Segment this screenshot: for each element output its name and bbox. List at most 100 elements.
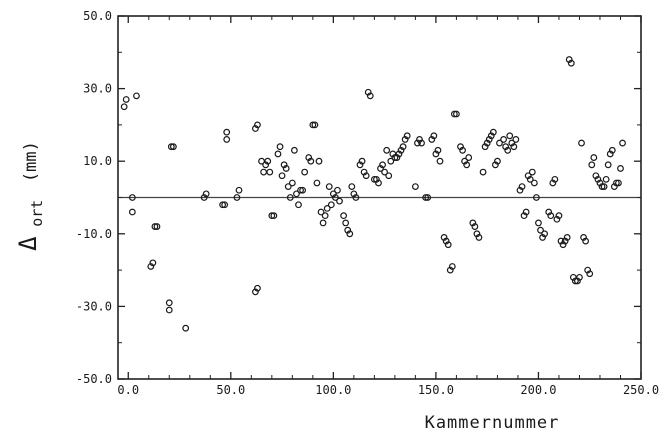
data-point [399, 143, 407, 151]
data-point [537, 226, 544, 234]
data-point [268, 212, 276, 220]
data-point [506, 132, 514, 140]
y-tick-label: 10.0 [83, 154, 112, 168]
data-point [350, 190, 358, 198]
data-point [266, 168, 274, 176]
data-point [362, 172, 370, 180]
data-point [301, 168, 309, 176]
data-point [602, 175, 610, 183]
data-point [600, 183, 608, 191]
data-point [539, 234, 546, 241]
data-point [182, 324, 190, 332]
data-point [549, 179, 557, 187]
data-point [436, 157, 444, 165]
data-point [221, 201, 229, 209]
data-point [469, 219, 477, 227]
data-point [463, 161, 471, 169]
data-point [270, 212, 278, 220]
data-point [311, 121, 319, 129]
data-point [370, 175, 378, 183]
data-point [387, 157, 395, 165]
data-point [608, 146, 616, 154]
data-point [432, 150, 440, 158]
data-point [364, 88, 372, 96]
data-point [274, 150, 282, 158]
x-tick-label: 0.0 [117, 383, 139, 397]
data-point [169, 143, 177, 151]
data-point [442, 237, 450, 245]
data-point [165, 299, 173, 307]
data-point [422, 194, 430, 201]
data-point [434, 146, 442, 154]
x-tick-label: 50.0 [216, 383, 245, 397]
data-point [446, 266, 454, 274]
data-point [401, 136, 409, 143]
data-point [516, 186, 524, 194]
data-point [403, 132, 411, 140]
data-point [344, 226, 352, 234]
data-point [373, 175, 380, 183]
data-point [481, 143, 489, 151]
data-point [235, 186, 243, 194]
data-point [598, 183, 606, 191]
data-point [313, 179, 321, 187]
y-tick-label: -30.0 [76, 299, 112, 313]
y-axis-title-subscript: ort [28, 200, 46, 227]
data-point [200, 194, 208, 201]
data-point [541, 230, 549, 238]
x-tick-label: 200.0 [520, 383, 556, 397]
data-point [288, 179, 296, 187]
data-point [545, 208, 553, 216]
data-point [290, 146, 298, 154]
data-point [305, 154, 313, 161]
data-point [510, 143, 518, 151]
data-point [424, 194, 432, 201]
data-point [588, 161, 596, 169]
data-point [530, 179, 538, 187]
data-point [518, 183, 526, 191]
data-point [567, 59, 575, 67]
data-point [383, 146, 391, 154]
x-tick-label: 250.0 [623, 383, 659, 397]
data-point [366, 92, 374, 100]
data-point [604, 161, 612, 169]
data-point [444, 241, 452, 249]
data-point [280, 161, 288, 169]
data-point [502, 143, 510, 151]
data-point [128, 208, 136, 216]
data-point [528, 168, 536, 176]
data-point [223, 136, 231, 143]
data-point [551, 175, 559, 183]
data-point [453, 110, 460, 118]
data-point [223, 128, 231, 136]
data-point [262, 161, 270, 169]
data-point [471, 223, 479, 230]
data-point [578, 139, 585, 147]
data-point [479, 168, 487, 176]
data-point [167, 143, 175, 151]
data-point [553, 215, 561, 223]
data-point [489, 128, 497, 136]
data-point [450, 110, 458, 118]
data-point [153, 223, 161, 230]
data-point [520, 212, 528, 220]
data-point [346, 230, 354, 238]
data-point [233, 194, 241, 201]
data-point [254, 284, 261, 292]
data-point [448, 263, 456, 270]
data-point [610, 183, 618, 191]
y-axis-title: Δ ort (mm) [14, 141, 46, 251]
data-point [395, 150, 403, 158]
data-point [323, 204, 331, 212]
data-point [440, 234, 448, 241]
data-point [377, 165, 384, 172]
data-point [286, 194, 294, 201]
data-point [391, 154, 399, 161]
data-point [149, 259, 157, 267]
data-point [319, 219, 327, 227]
data-point [329, 190, 337, 198]
data-point [584, 266, 592, 274]
data-point [524, 172, 532, 180]
data-point [612, 179, 620, 187]
